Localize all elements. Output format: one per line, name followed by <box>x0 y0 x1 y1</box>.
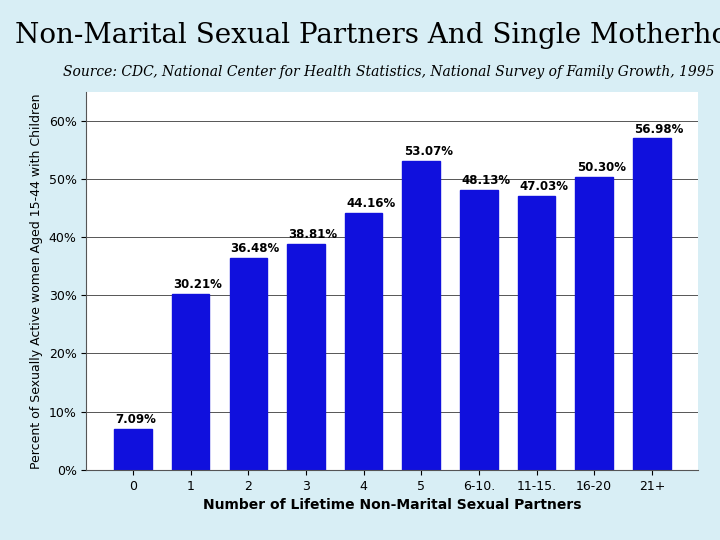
Text: 30.21%: 30.21% <box>173 278 222 291</box>
Text: Source: CDC, National Center for Health Statistics, National Survey of Family Gr: Source: CDC, National Center for Health … <box>63 65 714 79</box>
Bar <box>345 213 382 470</box>
Bar <box>518 197 555 470</box>
Bar <box>287 244 325 470</box>
Y-axis label: Percent of Sexually Active women Aged 15-44 with Children: Percent of Sexually Active women Aged 15… <box>30 93 43 469</box>
Text: Non-Marital Sexual Partners And Single Motherhood: Non-Marital Sexual Partners And Single M… <box>15 22 720 49</box>
Text: 44.16%: 44.16% <box>346 197 395 210</box>
Text: 36.48%: 36.48% <box>230 242 280 255</box>
Text: 47.03%: 47.03% <box>519 180 568 193</box>
Bar <box>230 258 267 470</box>
X-axis label: Number of Lifetime Non-Marital Sexual Partners: Number of Lifetime Non-Marital Sexual Pa… <box>203 498 582 512</box>
Text: 38.81%: 38.81% <box>288 228 338 241</box>
Bar <box>575 177 613 470</box>
Bar <box>172 294 210 470</box>
Text: 7.09%: 7.09% <box>115 413 156 426</box>
Bar <box>114 429 152 470</box>
Text: 48.13%: 48.13% <box>462 174 510 187</box>
Text: 56.98%: 56.98% <box>634 123 683 136</box>
Bar <box>402 161 440 470</box>
Text: 50.30%: 50.30% <box>577 161 626 174</box>
Bar <box>633 138 670 470</box>
Text: 53.07%: 53.07% <box>404 145 453 158</box>
Bar <box>460 190 498 470</box>
